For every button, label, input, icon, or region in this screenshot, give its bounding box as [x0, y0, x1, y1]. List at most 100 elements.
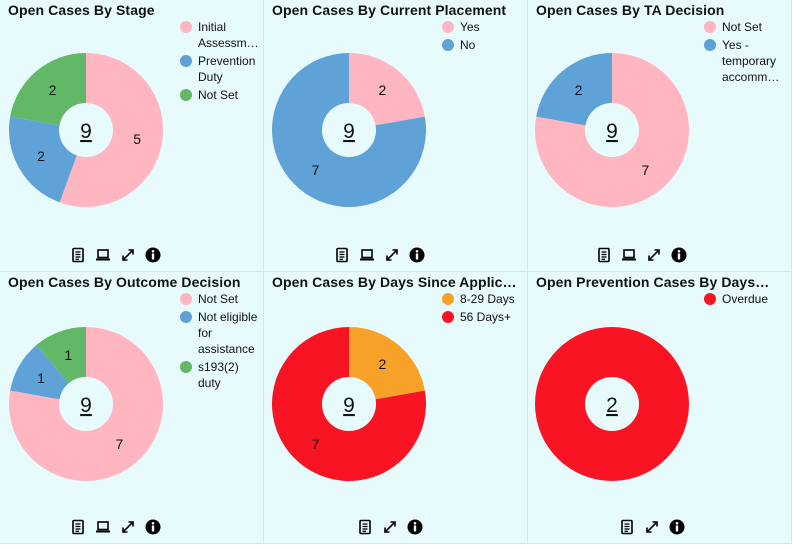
- donut-chart: 2 7 9: [272, 53, 426, 207]
- legend-swatch: [180, 21, 192, 33]
- pie-slice[interactable]: [349, 53, 425, 130]
- legend-label: 56 Days+: [460, 310, 512, 324]
- slice-value-label: 2: [37, 148, 45, 164]
- legend-item[interactable]: Yes - temporary accomm…: [704, 37, 784, 85]
- panel-title: Open Cases By Days Since Applic…: [272, 274, 517, 290]
- donut-hole: [322, 103, 376, 157]
- legend-item[interactable]: No: [442, 37, 522, 53]
- legend-label: Yes: [460, 20, 480, 34]
- chart-legend: Not Set Yes - temporary accomm…: [704, 19, 784, 87]
- slice-value-label: 7: [642, 162, 650, 178]
- info-icon[interactable]: [409, 247, 425, 263]
- panel-title: Open Cases By TA Decision: [536, 2, 725, 18]
- slice-value-label: 5: [133, 131, 141, 147]
- panel-toolbar: [70, 247, 161, 263]
- legend-swatch: [442, 39, 454, 51]
- laptop-icon[interactable]: [359, 247, 375, 263]
- legend-label: Initial Assessm…: [198, 20, 259, 50]
- donut-hole: [585, 377, 639, 431]
- panel-title: Open Cases By Current Placement: [272, 2, 507, 18]
- slice-value-label: 1: [37, 370, 45, 386]
- laptop-icon[interactable]: [621, 247, 637, 263]
- panel-open-prevention-cases-by-days: Open Prevention Cases By Days… 2 Overdue: [528, 272, 792, 544]
- total-count-link[interactable]: 9: [343, 120, 355, 143]
- legend-item[interactable]: s193(2) duty: [180, 359, 260, 391]
- donut-chart: 7 2 9: [535, 53, 689, 207]
- panel-toolbar: [596, 247, 687, 263]
- info-icon[interactable]: [145, 247, 161, 263]
- legend-swatch: [704, 39, 716, 51]
- legend-item[interactable]: Not Set: [704, 19, 784, 35]
- document-icon[interactable]: [357, 519, 373, 535]
- panel-open-cases-by-ta-decision: Open Cases By TA Decision 7 2 9 Not Set Yes…: [528, 0, 792, 272]
- legend-label: 8-29 Days: [460, 292, 515, 306]
- document-icon[interactable]: [70, 247, 86, 263]
- pie-slice[interactable]: [536, 53, 612, 130]
- legend-item[interactable]: Not Set: [180, 291, 260, 307]
- document-icon[interactable]: [70, 519, 86, 535]
- pie-slice[interactable]: [349, 327, 425, 404]
- chart-legend: Not Set Not eligible for assistance s193(2…: [180, 291, 260, 393]
- document-icon[interactable]: [334, 247, 350, 263]
- legend-label: Not Set: [198, 88, 239, 102]
- chart-legend: Initial Assessm… Prevention Duty Not Set: [180, 19, 263, 105]
- donut-chart: 2 7 9: [272, 327, 426, 481]
- panel-title: Open Cases By Outcome Decision: [8, 274, 241, 290]
- legend-item[interactable]: 8-29 Days: [442, 291, 522, 307]
- panel-toolbar: [619, 519, 685, 535]
- expand-icon[interactable]: [644, 519, 660, 535]
- legend-label: Not eligible for assistance: [198, 310, 258, 356]
- info-icon[interactable]: [407, 519, 423, 535]
- slice-value-label: 7: [116, 436, 124, 452]
- total-count-link[interactable]: 2: [606, 394, 618, 417]
- legend-item[interactable]: Overdue: [704, 291, 784, 307]
- laptop-icon[interactable]: [95, 519, 111, 535]
- info-icon[interactable]: [669, 519, 685, 535]
- expand-icon[interactable]: [120, 519, 136, 535]
- expand-icon[interactable]: [646, 247, 662, 263]
- slice-value-label: 7: [312, 436, 320, 452]
- legend-item[interactable]: Prevention Duty: [180, 53, 263, 85]
- panel-title: Open Cases By Stage: [8, 2, 155, 18]
- pie-slice[interactable]: [10, 53, 87, 130]
- legend-swatch: [180, 293, 192, 305]
- expand-icon[interactable]: [382, 519, 398, 535]
- info-icon[interactable]: [671, 247, 687, 263]
- donut-chart: 2: [535, 327, 689, 481]
- legend-item[interactable]: Initial Assessm…: [180, 19, 263, 51]
- document-icon[interactable]: [619, 519, 635, 535]
- laptop-icon[interactable]: [95, 247, 111, 263]
- panel-toolbar: [357, 519, 423, 535]
- slice-value-label: 2: [379, 82, 387, 98]
- chart-legend: 8-29 Days 56 Days+: [442, 291, 522, 327]
- legend-item[interactable]: 56 Days+: [442, 309, 522, 325]
- legend-swatch: [180, 55, 192, 67]
- slice-value-label: 2: [379, 356, 387, 372]
- legend-swatch: [442, 21, 454, 33]
- total-count-link[interactable]: 9: [606, 120, 618, 143]
- legend-label: No: [460, 38, 476, 52]
- expand-icon[interactable]: [384, 247, 400, 263]
- expand-icon[interactable]: [120, 247, 136, 263]
- legend-swatch: [442, 293, 454, 305]
- donut-hole: [322, 377, 376, 431]
- legend-swatch: [704, 293, 716, 305]
- legend-item[interactable]: Not Set: [180, 87, 263, 103]
- total-count-link[interactable]: 9: [343, 394, 355, 417]
- donut-chart: 7 1 1 9: [8, 327, 164, 481]
- info-icon[interactable]: [145, 519, 161, 535]
- slice-value-label: 1: [64, 347, 72, 363]
- legend-item[interactable]: Yes: [442, 19, 522, 35]
- panel-title: Open Prevention Cases By Days…: [536, 274, 770, 290]
- chart-legend: Yes No: [442, 19, 522, 55]
- total-count-link[interactable]: 9: [80, 120, 92, 143]
- donut-hole: [585, 103, 639, 157]
- panel-open-cases-by-outcome-decision: Open Cases By Outcome Decision 7 1 1 9 Not …: [0, 272, 264, 544]
- total-count-link[interactable]: 9: [80, 394, 92, 417]
- slice-value-label: 7: [312, 162, 320, 178]
- legend-label: Yes - temporary accomm…: [722, 38, 780, 84]
- document-icon[interactable]: [596, 247, 612, 263]
- legend-item[interactable]: Not eligible for assistance: [180, 309, 260, 357]
- legend-label: Not Set: [722, 20, 763, 34]
- panel-open-cases-by-stage: Open Cases By Stage 5 2 2 9 Initial Assessm…: [0, 0, 264, 272]
